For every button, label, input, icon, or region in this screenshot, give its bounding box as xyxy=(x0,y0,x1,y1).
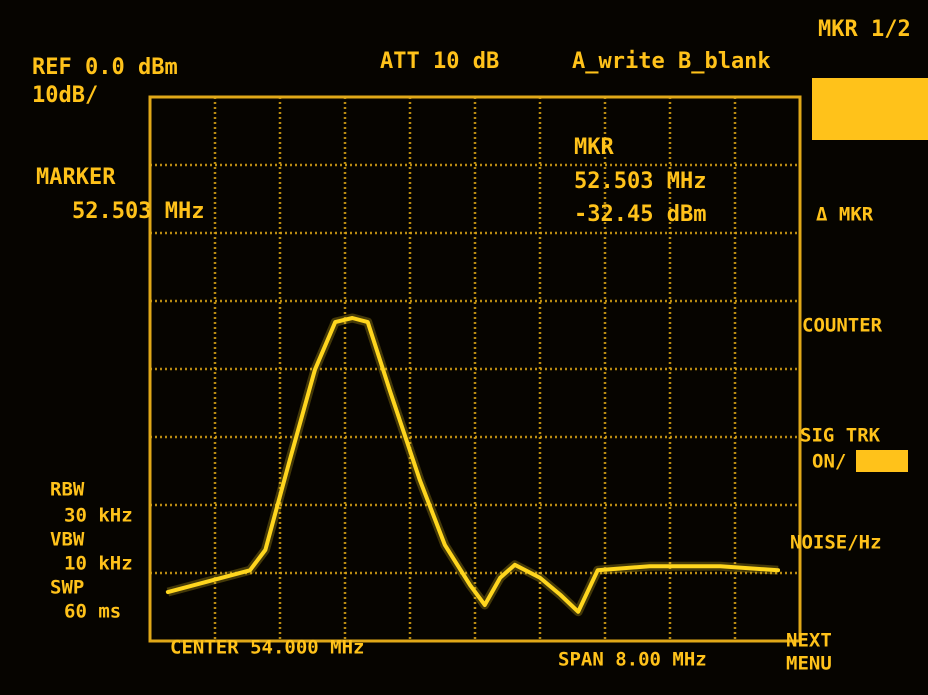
attenuation: ATT 10 dB xyxy=(380,49,499,74)
background xyxy=(0,0,928,695)
page: { "header": {"ref_level": "REF 0.0 dBm",… xyxy=(0,0,928,695)
rbw: 30 kHz xyxy=(64,505,133,527)
softkey[interactable]: MENU xyxy=(786,653,832,675)
mkr-label: MKR xyxy=(574,135,614,160)
vbw-label: VBW xyxy=(50,529,85,551)
on-off-highlight xyxy=(856,450,908,472)
screen: REF 0.0 dBm 10dB/ ATT 10 dB A_write B_bl… xyxy=(0,0,928,695)
swp-label: SWP xyxy=(50,577,84,599)
softkey[interactable]: MKR 1/2 xyxy=(818,17,911,42)
center-frequency: CENTER 54.000 MHz xyxy=(170,637,364,659)
ref-level: REF 0.0 dBm xyxy=(32,55,178,80)
mkr-frequency: 52.503 MHz xyxy=(574,169,706,194)
marker-frequency: 52.503 MHz xyxy=(72,199,204,224)
marker-label: MARKER xyxy=(36,165,116,190)
trace-mode: A_write B_blank xyxy=(572,49,771,74)
scale: 10dB/ xyxy=(32,83,98,108)
softkey[interactable]: NOISE/Hz xyxy=(790,532,882,554)
softkey-highlight xyxy=(812,78,928,140)
softkey[interactable]: NEXT xyxy=(786,630,832,652)
swp: 60 ms xyxy=(64,601,121,623)
softkey[interactable]: COUNTER xyxy=(802,315,883,337)
vbw: 10 kHz xyxy=(64,553,133,575)
softkey[interactable]: SIG TRK xyxy=(800,425,881,447)
softkey[interactable]: ON/ xyxy=(812,451,846,473)
mkr-level: -32.45 dBm xyxy=(574,202,706,227)
softkey[interactable]: Δ MKR xyxy=(816,204,874,226)
span: SPAN 8.00 MHz xyxy=(558,649,707,671)
rbw-label: RBW xyxy=(50,479,85,501)
